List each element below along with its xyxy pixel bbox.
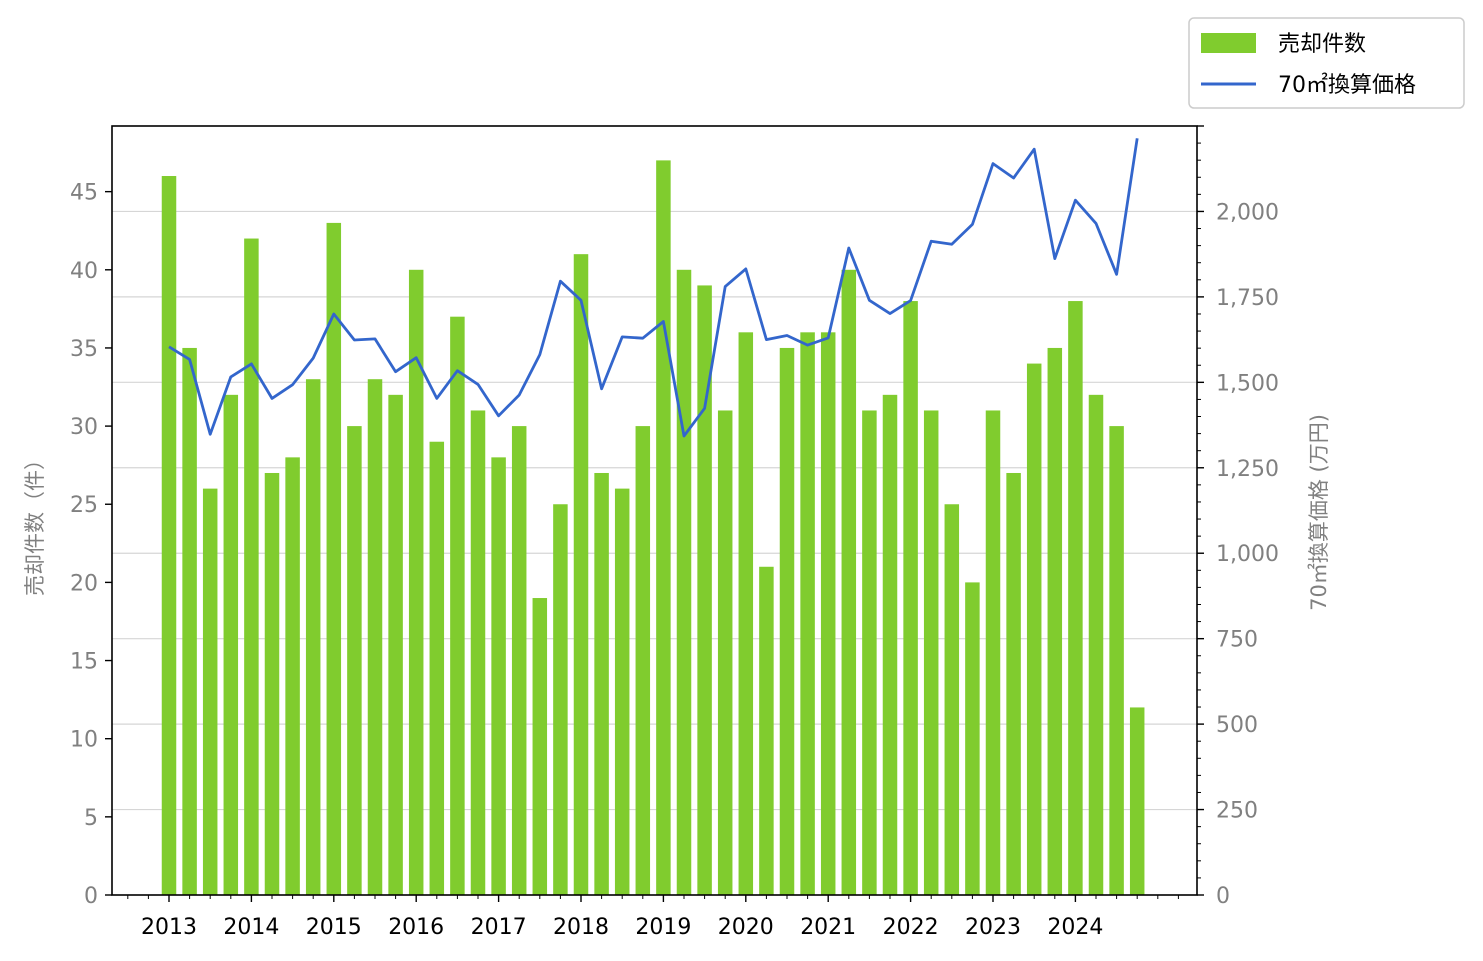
bar bbox=[532, 598, 548, 895]
line-series bbox=[168, 138, 1139, 438]
x-tick-label: 2022 bbox=[883, 915, 939, 940]
bar bbox=[1109, 426, 1124, 895]
bar bbox=[1047, 347, 1063, 895]
bar bbox=[367, 379, 383, 896]
plot-frame bbox=[111, 125, 1198, 896]
bar bbox=[965, 582, 980, 895]
left-tick-label: 5 bbox=[84, 806, 98, 831]
bar bbox=[1026, 363, 1042, 895]
x-tick-label: 2017 bbox=[471, 915, 527, 940]
bar bbox=[594, 472, 609, 895]
bar bbox=[223, 394, 239, 895]
bar bbox=[985, 410, 1001, 895]
bar bbox=[697, 285, 712, 895]
price-line bbox=[168, 138, 1139, 438]
bar bbox=[656, 160, 671, 896]
x-tick-label: 2013 bbox=[141, 915, 197, 940]
left-axis-title: 売却件数（件） bbox=[23, 449, 47, 596]
x-tick-label: 2024 bbox=[1047, 915, 1103, 940]
bar bbox=[573, 254, 589, 895]
bar bbox=[285, 457, 300, 895]
right-tick-label: 750 bbox=[1216, 628, 1258, 653]
right-tick-label: 1,250 bbox=[1216, 457, 1279, 482]
bar bbox=[305, 379, 321, 896]
x-tick-label: 2021 bbox=[800, 915, 856, 940]
left-tick-label: 25 bbox=[70, 493, 98, 518]
bar bbox=[470, 410, 486, 895]
x-tick-label: 2015 bbox=[306, 915, 362, 940]
bar bbox=[841, 269, 857, 895]
bar bbox=[511, 426, 527, 895]
legend-box bbox=[1188, 17, 1465, 109]
right-tick-label: 1,500 bbox=[1216, 371, 1279, 396]
x-tick-label: 2019 bbox=[635, 915, 691, 940]
bar bbox=[759, 566, 774, 895]
bar bbox=[264, 472, 280, 895]
left-tick-label: 10 bbox=[70, 728, 98, 753]
bar bbox=[553, 504, 568, 895]
x-tick-label: 2023 bbox=[965, 915, 1021, 940]
right-tick-label: 1,750 bbox=[1216, 286, 1279, 311]
bar bbox=[182, 347, 197, 895]
bar-series bbox=[161, 160, 1145, 896]
bar bbox=[1068, 301, 1083, 896]
right-tick-label: 1,000 bbox=[1216, 542, 1279, 567]
legend: 売却件数 70㎡換算価格 bbox=[1188, 17, 1465, 109]
bar bbox=[923, 410, 939, 895]
bar bbox=[429, 441, 445, 895]
right-tick-label: 0 bbox=[1216, 884, 1230, 909]
bar bbox=[882, 394, 898, 895]
right-tick-label: 250 bbox=[1216, 799, 1258, 824]
legend-bar-swatch bbox=[1201, 33, 1256, 53]
left-tick-label: 0 bbox=[84, 884, 98, 909]
right-tick-label: 2,000 bbox=[1216, 200, 1279, 225]
bar bbox=[244, 238, 259, 895]
left-tick-label: 20 bbox=[70, 571, 98, 596]
bar bbox=[903, 301, 918, 896]
bar bbox=[944, 504, 960, 895]
bar bbox=[202, 488, 218, 895]
bar bbox=[491, 457, 506, 895]
left-tick-label: 30 bbox=[70, 415, 98, 440]
bar bbox=[820, 332, 836, 895]
right-axis-title: 70㎡換算価格 (万円) bbox=[1307, 414, 1331, 611]
x-axis: 2013 2014 2015 2016 2017 2018 2019 2020 2021 2022… bbox=[127, 895, 1179, 940]
legend-label-line: 70㎡換算価格 bbox=[1278, 72, 1416, 98]
bar bbox=[800, 332, 815, 895]
x-tick-label: 2014 bbox=[223, 915, 279, 940]
bar bbox=[347, 426, 362, 895]
left-tick-label: 15 bbox=[70, 650, 98, 675]
bar bbox=[1088, 394, 1104, 895]
bar bbox=[450, 316, 465, 895]
left-tick-label: 45 bbox=[70, 181, 98, 206]
bar bbox=[1006, 472, 1021, 895]
x-tick-label: 2018 bbox=[553, 915, 609, 940]
x-tick-label: 2016 bbox=[388, 915, 444, 940]
bar bbox=[161, 176, 177, 896]
bar bbox=[388, 394, 403, 895]
right-axis: 0 250 500 750 1,000 1,250 1,500 1,750 2,000 bbox=[1197, 125, 1279, 909]
left-tick-label: 35 bbox=[70, 337, 98, 362]
left-axis: 0 5 10 15 20 25 30 35 40 45 bbox=[70, 181, 112, 909]
bar bbox=[738, 332, 754, 895]
bar bbox=[862, 410, 877, 895]
x-tick-label: 2020 bbox=[718, 915, 774, 940]
bar bbox=[326, 222, 342, 896]
bar bbox=[676, 269, 692, 895]
bar bbox=[408, 269, 424, 895]
bar bbox=[635, 426, 651, 895]
bar bbox=[717, 410, 733, 895]
bar bbox=[1129, 707, 1145, 895]
right-tick-label: 500 bbox=[1216, 713, 1258, 738]
bar bbox=[779, 347, 795, 895]
legend-label-bars: 売却件数 bbox=[1278, 32, 1366, 57]
bar bbox=[614, 488, 630, 895]
left-tick-label: 40 bbox=[70, 259, 98, 284]
